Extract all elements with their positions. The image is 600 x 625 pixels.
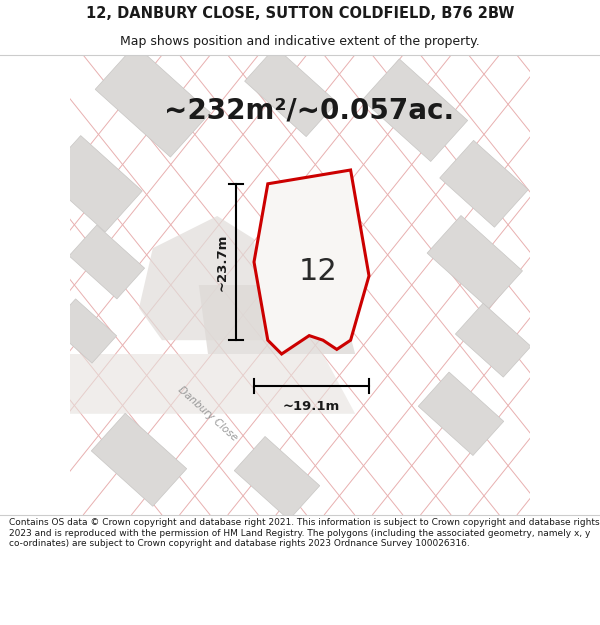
Polygon shape bbox=[455, 303, 531, 377]
Polygon shape bbox=[70, 354, 355, 414]
Polygon shape bbox=[440, 141, 528, 228]
Polygon shape bbox=[234, 436, 320, 520]
Text: ~19.1m: ~19.1m bbox=[283, 400, 340, 413]
Polygon shape bbox=[91, 413, 187, 506]
Text: Danbury Close: Danbury Close bbox=[176, 384, 239, 443]
Polygon shape bbox=[51, 299, 116, 363]
Polygon shape bbox=[95, 45, 211, 157]
Polygon shape bbox=[44, 136, 142, 232]
Polygon shape bbox=[418, 372, 504, 456]
Polygon shape bbox=[254, 170, 369, 354]
Polygon shape bbox=[362, 59, 467, 161]
Polygon shape bbox=[245, 47, 337, 137]
Text: Map shows position and indicative extent of the property.: Map shows position and indicative extent… bbox=[120, 35, 480, 48]
Polygon shape bbox=[139, 216, 263, 340]
Polygon shape bbox=[69, 225, 145, 299]
Text: Contains OS data © Crown copyright and database right 2021. This information is : Contains OS data © Crown copyright and d… bbox=[9, 518, 599, 548]
Text: ~232m²/~0.057ac.: ~232m²/~0.057ac. bbox=[164, 96, 454, 124]
Text: 12, DANBURY CLOSE, SUTTON COLDFIELD, B76 2BW: 12, DANBURY CLOSE, SUTTON COLDFIELD, B76… bbox=[86, 6, 514, 21]
Polygon shape bbox=[199, 285, 355, 354]
Polygon shape bbox=[427, 216, 523, 309]
Text: ~23.7m: ~23.7m bbox=[216, 233, 229, 291]
Text: 12: 12 bbox=[299, 257, 338, 286]
